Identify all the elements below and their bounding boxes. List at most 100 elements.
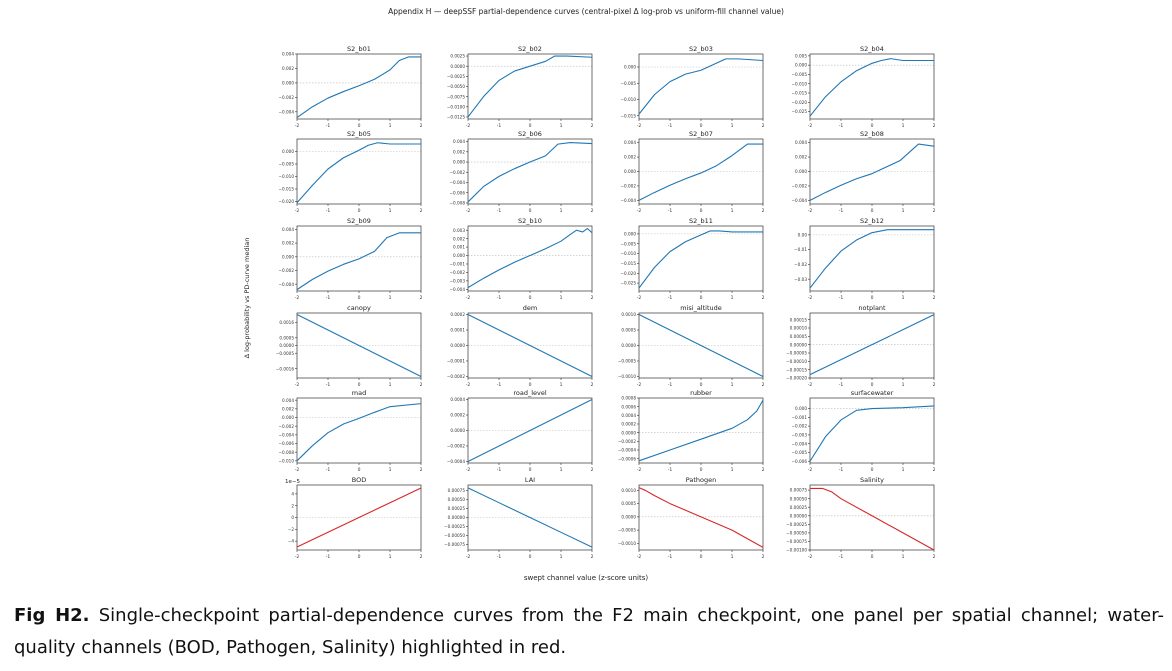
panel-rubber-ytick-label: −0.0004 [618, 448, 636, 453]
panel-rubber-title: rubber [690, 389, 712, 397]
panel-surfacewater-xtick-label: -2 [808, 467, 813, 473]
panel-s2-b12-xtick-label: 0 [871, 295, 874, 301]
panel-bod: BOD 1e−5 -2 -1 0 1 2 4 2 0 −2 −4 [285, 476, 423, 560]
panel-lai-ytick-label: 0.00000 [448, 515, 466, 520]
panel-notplant-ytick-label: 0.00015 [790, 317, 808, 322]
panel-s2-b03-ytick-label: 0.000 [624, 65, 636, 70]
panel-lai-xtick-label: 0 [529, 554, 532, 560]
panel-s2-b04-ytick-label: −0.020 [792, 100, 808, 105]
panel-s2-b05-xtick-label: 2 [420, 208, 423, 214]
panel-s2-b08-xtick-label: -1 [839, 208, 844, 214]
panel-mad-xtick-label: -1 [326, 467, 331, 473]
panel-s2-b02-ytick-label: −0.0050 [447, 84, 465, 89]
panel-bod-xtick-label: 2 [420, 554, 423, 560]
panel-s2-b06-ytick-label: −0.004 [450, 180, 466, 185]
panel-s2-b08: S2_b08 -2 -1 0 1 2 0.004 0.002 0.000 −0.002 −0.004 [792, 130, 936, 214]
panel-mad-ytick-label: −0.010 [279, 458, 295, 463]
panel-lai-ytick-label: −0.00075 [444, 542, 465, 547]
panel-rubber-ytick-label: 0.0008 [621, 396, 636, 401]
panel-canopy-xtick-label: 0 [358, 382, 361, 388]
panel-pathogen: Pathogen -2 -1 0 1 2 0.0010 0.0005 0.0000 −0.0005… [618, 476, 765, 560]
panel-s2-b07-ytick-label: −0.002 [621, 184, 637, 189]
panel-salinity-xtick-label: 0 [871, 554, 874, 560]
panel-road-level-ytick-label: −0.0002 [447, 444, 465, 449]
panel-dem-title: dem [523, 304, 537, 312]
panel-bod-ytick-label: −4 [288, 539, 295, 544]
panel-notplant-ytick-label: −0.00010 [786, 359, 807, 364]
panel-surfacewater-title: surfacewater [851, 389, 894, 397]
panel-mad-ytick-label: 0.000 [282, 415, 294, 420]
panel-s2-b04-xtick-label: 1 [902, 123, 905, 129]
panel-s2-b10-frame [467, 225, 593, 292]
panel-s2-b04-ytick-label: 0.000 [795, 63, 807, 68]
panel-rubber-curve [638, 399, 764, 462]
panel-lai-ytick-label: −0.00050 [444, 533, 465, 538]
caption-text: Single-checkpoint partial-dependence cur… [14, 605, 1164, 658]
panel-rubber-ytick-label: −0.0002 [618, 439, 636, 444]
panel-s2-b03-title: S2_b03 [689, 45, 713, 53]
panel-notplant-ytick-label: −0.00020 [786, 376, 807, 381]
panel-canopy-ytick-label: −0.0005 [276, 351, 294, 356]
panel-s2-b04-xtick-label: -2 [808, 123, 813, 129]
panel-s2-b06-xtick-label: -1 [497, 208, 502, 214]
panel-canopy: canopy -2 -1 0 1 2 0.0016 0.0005 0.0000 −0.0005 −0… [276, 304, 423, 388]
panel-misi-altitude-ytick-label: 0.0000 [621, 343, 636, 348]
figure-supylabel: Δ log-probability vs PD-curve median [243, 238, 251, 359]
panel-s2-b07-title: S2_b07 [689, 130, 713, 138]
panel-s2-b12: S2_b12 -2 -1 0 1 2 0.00 −0.01 −0.02 −0.03 [794, 217, 935, 301]
panel-surfacewater-ytick-label: −0.004 [792, 441, 808, 446]
panel-dem-ytick-label: 0.0002 [450, 312, 465, 317]
panel-s2-b01-ytick-label: −0.002 [279, 95, 295, 100]
panel-rubber-xtick-label: -1 [668, 467, 673, 473]
panel-pathogen-title: Pathogen [686, 476, 717, 484]
panel-s2-b08-ytick-label: 0.000 [795, 169, 807, 174]
panel-s2-b06: S2_b06 -2 -1 0 1 2 0.004 0.002 0.000 −0.002 −0.004… [450, 130, 594, 214]
panel-s2-b03-ytick-label: −0.015 [621, 113, 637, 118]
panel-s2-b05-ytick-label: −0.020 [279, 199, 295, 204]
panel-salinity-ytick-label: 0.00075 [790, 488, 808, 493]
panel-s2-b12-title: S2_b12 [860, 217, 884, 225]
panel-s2-b07-xtick-label: 2 [762, 208, 765, 214]
panel-s2-b06-ytick-label: 0.004 [453, 139, 465, 144]
panel-s2-b07-xtick-label: 0 [700, 208, 703, 214]
panel-s2-b02-ytick-label: 0.0000 [450, 64, 465, 69]
panel-s2-b10-ytick-label: −0.003 [450, 278, 466, 283]
panel-surfacewater-ytick-label: −0.001 [792, 415, 808, 420]
panel-s2-b02-xtick-label: -2 [466, 123, 471, 129]
panel-s2-b10-curve [467, 227, 593, 289]
panel-notplant-xtick-label: 0 [871, 382, 874, 388]
panel-surfacewater-ytick-label: −0.003 [792, 432, 808, 437]
panel-bod-offset-label: 1e−5 [285, 479, 300, 485]
panel-mad-frame [296, 397, 422, 464]
panel-s2-b02-ytick-label: −0.0100 [447, 104, 465, 109]
panel-notplant-curve [809, 314, 935, 376]
panel-surfacewater-frame [809, 397, 935, 464]
panel-mad-ytick-label: 0.002 [282, 406, 294, 411]
panel-road-level-ytick-label: 0.0000 [450, 428, 465, 433]
panel-s2-b11-ytick-label: −0.020 [621, 271, 637, 276]
panel-s2-b10-ytick-label: −0.001 [450, 262, 466, 267]
panel-s2-b09-ytick-label: 0.004 [282, 227, 294, 232]
panel-s2-b12-ytick-label: −0.01 [794, 247, 807, 252]
panel-mad-ytick-label: −0.008 [279, 450, 295, 455]
panel-s2-b07-ytick-label: 0.002 [624, 155, 636, 160]
panel-s2-b11-xtick-label: -2 [637, 295, 642, 301]
panel-salinity-xtick-label: -1 [839, 554, 844, 560]
panel-s2-b01-frame [296, 53, 422, 120]
panel-notplant-ytick-label: 0.00000 [790, 342, 808, 347]
panel-s2-b12-ytick-label: −0.03 [794, 277, 807, 282]
panel-bod-xtick-label: -2 [295, 554, 300, 560]
panel-s2-b12-ytick-label: 0.00 [798, 232, 808, 237]
panel-surfacewater-xtick-label: 0 [871, 467, 874, 473]
panel-road-level-xtick-label: -2 [466, 467, 471, 473]
panel-lai: LAI -2 -1 0 1 2 0.00075 0.00050 0.00025 0.00000 −0… [444, 476, 593, 560]
panel-notplant-title: notplant [858, 304, 886, 312]
panel-s2-b09-xtick-label: -2 [295, 295, 300, 301]
panel-salinity-xtick-label: 2 [933, 554, 936, 560]
panel-s2-b12-xtick-label: -1 [839, 295, 844, 301]
panel-s2-b09-ytick-label: 0.000 [282, 254, 294, 259]
panel-s2-b06-ytick-label: −0.006 [450, 190, 466, 195]
panel-s2-b02-ytick-label: −0.0125 [447, 115, 465, 120]
panel-s2-b11: S2_b11 -2 -1 0 1 2 0.000 −0.005 −0.010 −0.015 −0.0… [621, 217, 765, 301]
panel-road-level-curve [467, 399, 593, 462]
